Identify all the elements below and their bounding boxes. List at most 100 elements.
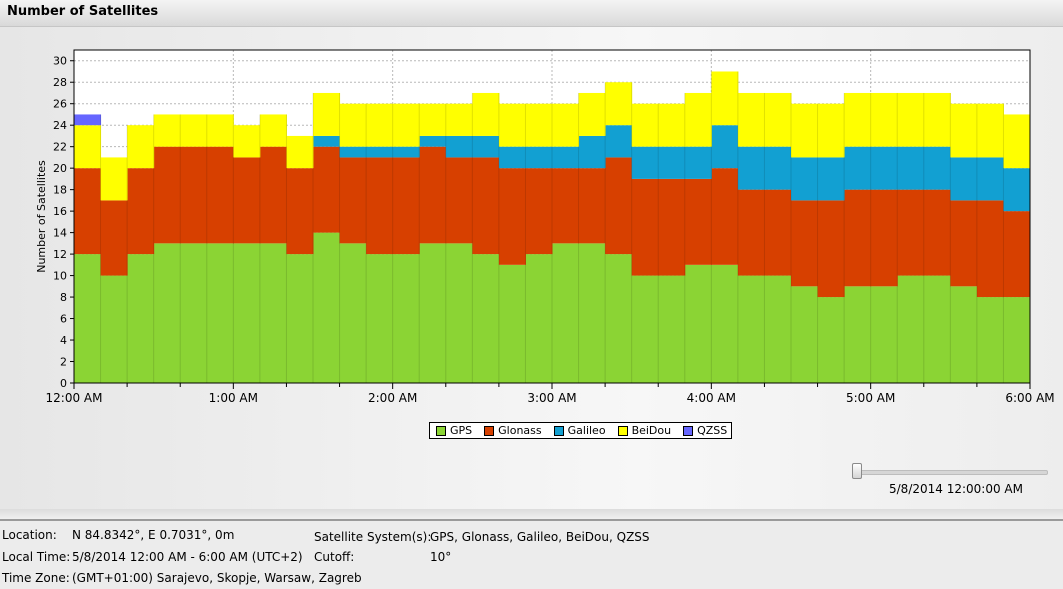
bar-gps: [127, 254, 155, 383]
bar-gps: [259, 243, 287, 383]
bar-gps: [737, 275, 765, 383]
time-slider-track[interactable]: [858, 470, 1048, 475]
bar-galileo: [844, 146, 872, 190]
bar-galileo: [631, 146, 659, 179]
bar-gps: [180, 243, 208, 383]
bar-galileo: [392, 146, 420, 158]
bar-galileo: [605, 125, 633, 158]
bar-galileo: [658, 146, 686, 179]
bar-gps: [339, 243, 367, 383]
bar-gps: [286, 254, 314, 383]
bar-glonass: [605, 157, 633, 255]
bar-beidou: [817, 103, 845, 158]
bar-gps: [472, 254, 500, 383]
bar-galileo: [472, 135, 500, 158]
bar-beidou: [844, 92, 872, 147]
bar-gps: [100, 275, 128, 383]
bar-galileo: [976, 157, 1004, 201]
bar-gps: [419, 243, 447, 383]
legend-label-qzss: QZSS: [697, 424, 728, 437]
y-tick-label: 0: [60, 377, 67, 390]
bar-galileo: [498, 146, 526, 169]
bar-gps: [684, 264, 712, 383]
bar-gps: [817, 297, 845, 383]
x-tick-label: 4:00 AM: [687, 391, 736, 405]
bar-beidou: [445, 103, 473, 136]
bar-beidou: [419, 103, 447, 136]
bar-beidou: [74, 125, 102, 169]
y-tick-label: 2: [60, 356, 67, 369]
y-tick-label: 10: [53, 270, 67, 283]
x-tick-label: 5:00 AM: [846, 391, 895, 405]
bar-galileo: [897, 146, 925, 190]
bar-gps: [578, 243, 606, 383]
legend-label-gps: GPS: [450, 424, 473, 437]
bar-glonass: [844, 189, 872, 287]
bar-gps: [923, 275, 951, 383]
bar-beidou: [153, 114, 181, 147]
x-tick-label: 12:00 AM: [46, 391, 103, 405]
y-tick-label: 12: [53, 248, 67, 261]
bar-galileo: [313, 135, 341, 147]
bar-galileo: [1003, 168, 1031, 212]
bar-glonass: [180, 146, 208, 244]
bar-glonass: [498, 168, 526, 265]
bar-glonass: [552, 168, 580, 244]
bar-gps: [976, 297, 1004, 383]
x-tick-label: 2:00 AM: [368, 391, 417, 405]
location-label: Location:: [2, 528, 57, 542]
satellite-systems-value: GPS, Glonass, Galileo, BeiDou, QZSS: [430, 530, 650, 544]
bar-glonass: [127, 168, 155, 255]
bar-gps: [605, 254, 633, 383]
bar-glonass: [897, 189, 925, 276]
x-tick-label: 1:00 AM: [209, 391, 258, 405]
bar-glonass: [366, 157, 394, 255]
y-tick-label: 26: [53, 98, 67, 111]
info-panel: Location: N 84.8342°, E 0.7031°, 0m Loca…: [0, 521, 1063, 589]
bar-gps: [631, 275, 659, 383]
bar-gps: [525, 254, 553, 383]
bar-galileo: [923, 146, 951, 190]
legend-item-glonass: Glonass: [484, 424, 542, 437]
bar-glonass: [631, 178, 659, 276]
bar-gps: [552, 243, 580, 383]
bar-galileo: [525, 146, 553, 169]
x-tick-label: 3:00 AM: [527, 391, 576, 405]
legend-item-qzss: QZSS: [683, 424, 727, 437]
time-slider-thumb[interactable]: [852, 463, 862, 479]
bar-beidou: [127, 125, 155, 169]
y-axis-label: Number of Satellites: [35, 160, 48, 273]
legend-item-galileo: Galileo: [553, 424, 606, 437]
bar-gps: [1003, 297, 1031, 383]
bar-beidou: [313, 92, 341, 136]
x-tick-label: 6:00 AM: [1005, 391, 1054, 405]
location-value: N 84.8342°, E 0.7031°, 0m: [72, 528, 235, 542]
bar-glonass: [1003, 211, 1031, 298]
y-tick-label: 4: [60, 334, 67, 347]
bar-glonass: [525, 168, 553, 255]
bar-glonass: [870, 189, 898, 287]
bar-beidou: [472, 92, 500, 136]
bar-beidou: [233, 125, 261, 158]
legend-swatch-glonass: [484, 425, 495, 436]
bar-galileo: [684, 146, 712, 179]
bar-beidou: [684, 92, 712, 147]
bar-glonass: [100, 200, 128, 276]
time-slider-value: 5/8/2014 12:00:00 AM: [889, 482, 1023, 496]
bar-galileo: [817, 157, 845, 201]
bar-beidou: [923, 92, 951, 147]
y-tick-label: 22: [53, 141, 67, 154]
bar-gps: [74, 254, 102, 383]
bar-gps: [764, 275, 792, 383]
bar-gps: [897, 275, 925, 383]
bar-glonass: [923, 189, 951, 276]
bar-galileo: [578, 135, 606, 169]
bar-beidou: [286, 135, 314, 169]
bar-glonass: [206, 146, 234, 244]
time-zone-value: (GMT+01:00) Sarajevo, Skopje, Warsaw, Za…: [72, 571, 362, 585]
bar-galileo: [791, 157, 819, 201]
satellite-systems-label: Satellite System(s):: [314, 530, 432, 544]
bar-beidou: [711, 71, 739, 126]
bar-glonass: [153, 146, 181, 244]
bar-gps: [950, 286, 978, 383]
